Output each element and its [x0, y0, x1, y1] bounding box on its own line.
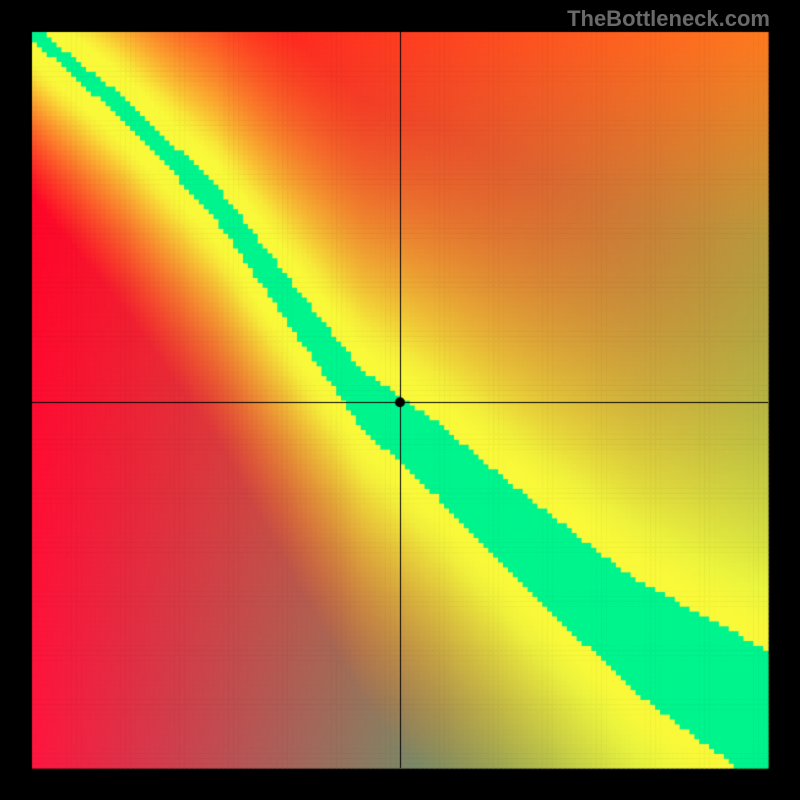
heatmap-plot: [0, 0, 800, 800]
watermark-text: TheBottleneck.com: [567, 6, 770, 32]
